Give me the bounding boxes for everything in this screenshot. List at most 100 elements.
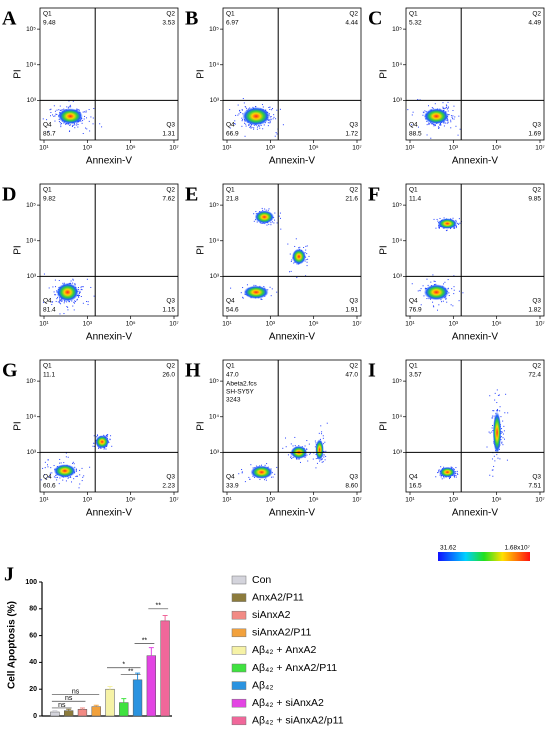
event-dot bbox=[457, 134, 459, 136]
event-dot bbox=[234, 120, 236, 122]
density-blob bbox=[57, 108, 83, 125]
event-dot bbox=[319, 460, 321, 462]
x-axis-label: Annexin-V bbox=[86, 508, 132, 519]
event-dot bbox=[491, 427, 493, 429]
event-dot bbox=[307, 460, 309, 462]
event-dot bbox=[262, 106, 264, 108]
event-dot bbox=[84, 115, 86, 117]
event-dot bbox=[250, 125, 252, 127]
event-dot bbox=[274, 212, 276, 214]
event-dot bbox=[450, 466, 452, 468]
event-dot bbox=[502, 420, 504, 422]
flow-panel: C Q1 5.32 Q2 4.49 Q3 1.69 Q4 88.5 10¹ 10³ 10⁵ 10⁷ 10³… bbox=[368, 8, 545, 167]
event-dot bbox=[433, 123, 435, 125]
y-tick-label: 10⁴ bbox=[392, 61, 402, 68]
event-dot bbox=[71, 481, 73, 483]
event-dot bbox=[70, 280, 72, 282]
event-dot bbox=[256, 128, 258, 130]
event-dot bbox=[426, 134, 428, 136]
event-dot bbox=[432, 305, 434, 307]
y-tick-label: 100 bbox=[25, 579, 37, 586]
quadrant-value: 33.9 bbox=[226, 483, 239, 490]
quadrant-name: Q2 bbox=[166, 187, 175, 194]
event-dot bbox=[412, 111, 414, 113]
event-dot bbox=[496, 389, 498, 391]
event-dot bbox=[426, 298, 428, 300]
event-dot bbox=[76, 124, 78, 126]
legend-swatch bbox=[231, 628, 247, 638]
event-dot bbox=[458, 300, 460, 302]
x-tick-label: 10³ bbox=[83, 321, 93, 328]
event-dot bbox=[85, 127, 87, 129]
y-tick-label: 10³ bbox=[27, 449, 37, 456]
event-dot bbox=[93, 108, 95, 110]
event-dot bbox=[272, 118, 274, 120]
event-dot bbox=[450, 119, 452, 121]
event-dot bbox=[491, 458, 493, 460]
event-dot bbox=[298, 445, 300, 447]
event-dot bbox=[49, 472, 51, 474]
event-dot bbox=[266, 463, 268, 465]
event-dot bbox=[59, 299, 61, 301]
event-dot bbox=[440, 124, 442, 126]
event-dot bbox=[453, 275, 455, 277]
y-tick-label: 10⁵ bbox=[209, 26, 219, 33]
event-dot bbox=[256, 126, 258, 128]
density-blob bbox=[439, 466, 456, 478]
quadrant-value: 7.62 bbox=[162, 196, 175, 203]
event-dot bbox=[420, 304, 422, 306]
event-dot bbox=[269, 116, 271, 118]
event-dot bbox=[433, 280, 435, 282]
event-dot bbox=[448, 292, 450, 294]
x-tick-label: 10⁵ bbox=[126, 321, 136, 328]
event-dot bbox=[61, 122, 63, 124]
event-dot bbox=[50, 112, 52, 114]
panel-letter: E bbox=[185, 184, 198, 206]
legend-swatch bbox=[231, 575, 247, 585]
event-dot bbox=[93, 435, 95, 437]
event-dot bbox=[44, 461, 46, 463]
event-dot bbox=[86, 301, 88, 303]
bar bbox=[91, 706, 101, 717]
error-bar bbox=[121, 698, 127, 703]
y-tick-label: 40 bbox=[29, 659, 37, 666]
quadrant-name: Q1 bbox=[409, 363, 418, 370]
event-dot bbox=[306, 253, 308, 255]
event-dot bbox=[101, 126, 103, 128]
density-blob bbox=[250, 465, 273, 479]
event-dot bbox=[505, 393, 507, 395]
event-dot bbox=[462, 292, 464, 294]
density-blob bbox=[243, 285, 269, 299]
event-dot bbox=[61, 109, 63, 111]
event-dot bbox=[443, 122, 445, 124]
event-dot bbox=[267, 289, 269, 291]
sig-label: ** bbox=[155, 603, 161, 610]
plot-frame bbox=[405, 7, 545, 141]
bar bbox=[64, 710, 74, 717]
event-dot bbox=[438, 304, 440, 306]
event-dot bbox=[438, 127, 440, 129]
density-blob bbox=[53, 464, 76, 478]
event-dot bbox=[75, 468, 77, 470]
legend-swatch bbox=[231, 698, 247, 708]
event-dot bbox=[441, 478, 443, 480]
event-dot bbox=[440, 466, 442, 468]
density-blob bbox=[56, 283, 79, 302]
event-dot bbox=[76, 298, 78, 300]
event-dot bbox=[262, 209, 264, 211]
event-dot bbox=[75, 469, 77, 471]
event-dot bbox=[242, 98, 244, 100]
event-dot bbox=[244, 481, 246, 483]
event-dot bbox=[492, 469, 494, 471]
y-tick-label: 10⁴ bbox=[26, 61, 36, 68]
event-dot bbox=[76, 475, 78, 477]
event-dot bbox=[248, 124, 250, 126]
event-dot bbox=[325, 450, 327, 452]
event-dot bbox=[436, 309, 438, 311]
event-dot bbox=[254, 106, 256, 108]
y-axis-label: PI bbox=[196, 245, 207, 254]
event-dot bbox=[106, 434, 108, 436]
event-dot bbox=[255, 465, 257, 467]
event-dot bbox=[245, 107, 247, 109]
event-dot bbox=[60, 300, 62, 302]
